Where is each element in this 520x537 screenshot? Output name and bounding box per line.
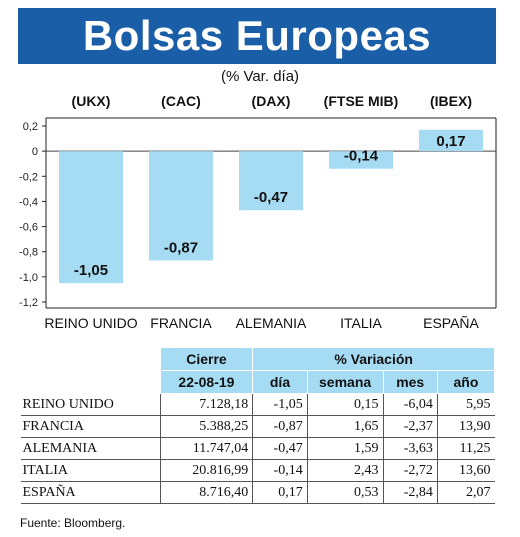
table-cell: -2,84 xyxy=(382,481,438,504)
y-tick-label: -0,8 xyxy=(19,247,38,259)
y-tick-label: -0,6 xyxy=(19,222,38,234)
table-cell-country: REINO UNIDO xyxy=(20,393,161,416)
table-row: ALEMANIA 11.747,04 -0,47 1,59 -3,63 11,25 xyxy=(20,437,495,460)
index-code-label: (FTSE MIB) xyxy=(324,93,399,109)
index-code-label: (IBEX) xyxy=(430,93,472,109)
table-cell: 5.388,25 xyxy=(159,415,253,438)
table-header-semana: semana xyxy=(306,370,384,394)
table-header-blank-2 xyxy=(20,370,161,394)
table-cell: 1,59 xyxy=(306,437,383,460)
category-label: ITALIA xyxy=(340,315,382,331)
table-row: ITALIA 20.816,99 -0,14 2,43 -2,72 13,60 xyxy=(20,459,495,482)
index-code-label: (UKX) xyxy=(72,93,111,109)
table-cell: -1,05 xyxy=(252,393,308,416)
table-cell: 0,15 xyxy=(306,393,383,416)
bar xyxy=(239,151,303,211)
data-table: Cierre % Variación 22-08-19 día semana m… xyxy=(20,347,496,504)
table-header-dia: día xyxy=(252,370,308,394)
bar xyxy=(329,151,393,169)
table-header-row-2: 22-08-19 día semana mes año xyxy=(20,370,496,394)
bar-value-label: -0,14 xyxy=(344,148,379,165)
y-tick-label: -1,2 xyxy=(19,297,38,309)
table-cell: 5,95 xyxy=(436,393,495,416)
table-cell: 13,60 xyxy=(436,459,495,482)
bar-value-label: -1,05 xyxy=(74,262,108,279)
table-cell: 8.716,40 xyxy=(159,481,253,504)
y-tick-label: 0 xyxy=(32,146,38,158)
table-row: FRANCIA 5.388,25 -0,87 1,65 -2,37 13,90 xyxy=(20,415,495,438)
table-header-date: 22-08-19 xyxy=(159,370,254,394)
bar-value-label: -0,47 xyxy=(254,189,288,206)
bar xyxy=(149,151,213,261)
table-cell: 11.747,04 xyxy=(159,437,253,460)
table-cell: 0,53 xyxy=(306,481,383,504)
table-header-cierre: Cierre xyxy=(159,347,254,371)
category-label: REINO UNIDO xyxy=(44,315,137,331)
table-row: REINO UNIDO 7.128,18 -1,05 0,15 -6,04 5,95 xyxy=(20,393,495,416)
table-header-ano: año xyxy=(436,370,496,394)
table-cell: 1,65 xyxy=(306,415,383,438)
bar-chart: 0,2 0 -0,2 -0,4 -0,6 -0,8 -1,0 -1,2 -1,05 (UKX) RE… xyxy=(19,93,497,331)
table-cell: 7.128,18 xyxy=(159,393,253,416)
category-label: FRANCIA xyxy=(150,315,212,331)
table-cell: -0,47 xyxy=(252,437,308,460)
title-banner: Bolsas Europeas xyxy=(18,8,496,64)
table-cell: -0,87 xyxy=(252,415,308,438)
y-tick-label: 0,2 xyxy=(23,121,38,133)
table-cell: 20.816,99 xyxy=(159,459,253,482)
index-code-label: (CAC) xyxy=(161,93,201,109)
table-cell: -6,04 xyxy=(382,393,438,416)
table-cell: 2,43 xyxy=(306,459,383,482)
table-cell-country: ITALIA xyxy=(20,459,161,482)
table-cell: -2,72 xyxy=(382,459,438,482)
table-cell: 11,25 xyxy=(436,437,495,460)
table-cell: 0,17 xyxy=(252,481,308,504)
y-tick-label: -0,4 xyxy=(19,196,38,208)
bar xyxy=(419,129,483,152)
table-header-row-1: Cierre % Variación xyxy=(20,347,495,371)
table-row: ESPAÑA 8.716,40 0,17 0,53 -2,84 2,07 xyxy=(20,481,495,504)
table-header-variacion: % Variación xyxy=(252,347,495,371)
table-cell: 13,90 xyxy=(436,415,495,438)
chart-subtitle: (% Var. día) xyxy=(220,68,300,85)
table-body: REINO UNIDO 7.128,18 -1,05 0,15 -6,04 5,95 FRA… xyxy=(20,393,495,504)
y-tick-label: -0,2 xyxy=(19,171,38,183)
table-cell-country: ALEMANIA xyxy=(20,437,161,460)
chart-title: Bolsas Europeas xyxy=(82,12,432,59)
category-label: ESPAÑA xyxy=(423,315,479,331)
bar xyxy=(59,151,123,284)
table-cell: -3,63 xyxy=(382,437,438,460)
table-cell: 2,07 xyxy=(436,481,495,504)
table-cell: -0,14 xyxy=(252,459,308,482)
source-note: Fuente: Bloomberg. xyxy=(20,516,126,530)
table-header-mes: mes xyxy=(382,370,438,394)
table-header-blank xyxy=(20,347,161,371)
y-tick-label: -1,0 xyxy=(19,272,38,284)
table-cell-country: FRANCIA xyxy=(20,415,161,438)
table-cell-country: ESPAÑA xyxy=(20,481,161,504)
category-label: ALEMANIA xyxy=(236,315,307,331)
bar-value-label: -0,87 xyxy=(164,240,198,257)
bar-value-label: 0,17 xyxy=(436,133,465,150)
index-code-label: (DAX) xyxy=(252,93,291,109)
table-cell: -2,37 xyxy=(382,415,438,438)
